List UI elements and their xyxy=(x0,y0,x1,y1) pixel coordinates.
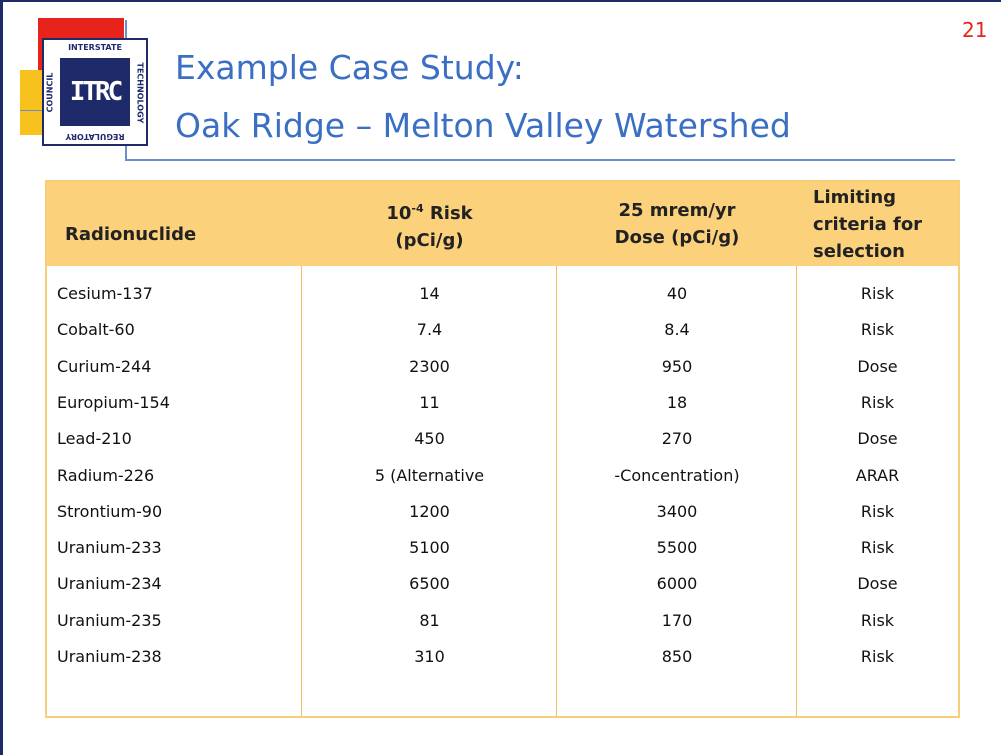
table-cell: Radium-226 xyxy=(57,465,155,485)
logo-mark: ITRC xyxy=(60,58,130,126)
header-line: 25 mrem/yr xyxy=(618,200,736,221)
table-cell: 2300 xyxy=(409,356,450,376)
table-cell: 81 xyxy=(419,610,440,630)
table-cell: 1200 xyxy=(409,501,450,521)
logo-bottom: REGULATORY xyxy=(65,132,125,141)
table-cell: Risk xyxy=(860,284,895,303)
table-cell: 5 (Alternative xyxy=(374,465,485,485)
page-number: 21 xyxy=(962,18,988,42)
table-cell: 5500 xyxy=(656,538,698,558)
table-cell: Risk xyxy=(860,647,895,666)
table-cell: Uranium-238 xyxy=(57,647,162,666)
table-cell: Cobalt-60 xyxy=(57,320,135,340)
table-header: Radionuclide 10-4 Risk (pCi/g) 25 mrem/y… xyxy=(47,182,958,266)
table-cell: Dose xyxy=(857,356,898,376)
table-cell: Risk xyxy=(860,320,895,340)
table-cell: 950 xyxy=(661,356,693,376)
header-line: criteria for xyxy=(813,213,923,235)
header-line: selection xyxy=(813,240,905,262)
table-cell: 450 xyxy=(414,429,445,449)
table-cell: Risk xyxy=(860,501,895,521)
table: Radionuclide 10-4 Risk (pCi/g) 25 mrem/y… xyxy=(45,180,960,718)
table-cell: 14 xyxy=(419,284,440,303)
table-cell: Risk xyxy=(860,538,895,558)
header-text: Radionuclide xyxy=(65,223,197,245)
table-cell: 3400 xyxy=(656,501,698,521)
table-cell: 850 xyxy=(661,647,693,666)
header-line: 10-4 Risk xyxy=(302,195,557,227)
table-cell: Europium-154 xyxy=(57,392,170,412)
header-cell: 25 mrem/yr Dose (pCi/g) xyxy=(557,182,797,266)
table-cell: 6000 xyxy=(656,574,698,594)
table-cell: Strontium-90 xyxy=(57,501,163,521)
logo-left: COUNCIL xyxy=(45,72,55,113)
table-cell: 8.4 xyxy=(664,320,690,340)
table-cell: Uranium-235 xyxy=(57,610,162,630)
table-cell: 11 xyxy=(419,392,440,412)
column-separator xyxy=(301,266,302,716)
table-cell: Uranium-234 xyxy=(57,574,162,594)
table-cell: Lead-210 xyxy=(57,429,132,449)
header-cell: 10-4 Risk (pCi/g) xyxy=(302,182,557,266)
table-cell: -Concentration) xyxy=(614,465,740,485)
table-cell: 310 xyxy=(414,647,445,666)
table-cell: 7.4 xyxy=(416,320,443,340)
title-line: Example Case Study: xyxy=(175,48,524,87)
table-cell: 270 xyxy=(661,429,693,449)
column-separator xyxy=(796,266,797,716)
header-line: Limiting xyxy=(813,186,897,208)
table-cell: 6500 xyxy=(409,574,450,594)
logo-top: INTERSTATE xyxy=(68,43,122,52)
table-cell: Dose xyxy=(857,574,898,594)
logo-right: TECHNOLOGY xyxy=(135,62,145,124)
column-separator xyxy=(556,266,557,716)
header-line: (pCi/g) xyxy=(395,229,464,251)
table-cell: Dose xyxy=(857,429,898,449)
header-text: 10 xyxy=(386,202,412,224)
title-rule xyxy=(125,159,955,161)
table-cell: 5100 xyxy=(409,538,450,558)
table-cell: Risk xyxy=(860,392,895,412)
table-cell: Risk xyxy=(860,610,895,630)
table-cell: ARAR xyxy=(855,465,900,485)
header-cell: Radionuclide xyxy=(65,182,295,266)
table-cell: 170 xyxy=(661,610,693,630)
logo: INTERSTATE REGULATORY COUNCIL TECHNOLOGY… xyxy=(42,38,148,146)
header-text: Risk xyxy=(423,202,473,224)
table-cell: Cesium-137 xyxy=(57,284,153,303)
decor-yellow xyxy=(20,70,46,135)
header-line: Dose (pCi/g) xyxy=(614,227,740,248)
table-cell: 40 xyxy=(666,284,688,303)
table-cell: Uranium-233 xyxy=(57,538,162,558)
table-cell: Curium-244 xyxy=(57,356,152,376)
header-sup: -4 xyxy=(411,201,424,215)
table-cell: 18 xyxy=(666,392,688,412)
header-cell: Limiting criteria for selection xyxy=(813,182,953,266)
title-line: Oak Ridge – Melton Valley Watershed xyxy=(175,106,791,145)
